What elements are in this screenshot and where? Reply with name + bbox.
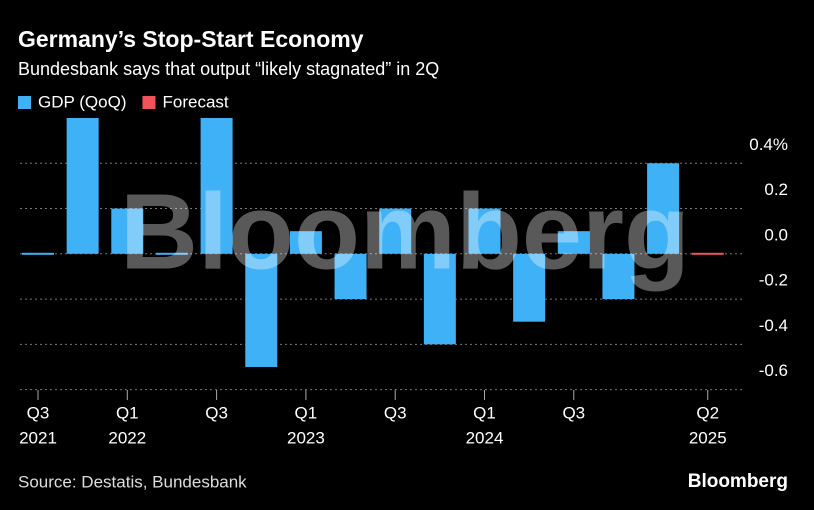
bar — [245, 253, 278, 367]
x-year-label: 2025 — [689, 428, 727, 447]
x-tick-label: Q1 — [473, 403, 496, 422]
bar — [602, 253, 635, 300]
x-tick-label: Q1 — [116, 403, 139, 422]
bar — [334, 253, 367, 300]
bar — [22, 252, 54, 255]
y-tick-label: -0.2 — [759, 271, 788, 290]
legend-label: GDP (QoQ) — [38, 92, 126, 111]
watermark: Bloomberg — [120, 171, 690, 292]
x-tick-label: Q3 — [384, 403, 407, 422]
x-tick-label: Q3 — [27, 403, 50, 422]
y-tick-label: -0.4 — [759, 316, 788, 335]
bar — [289, 231, 322, 254]
bar — [155, 252, 188, 255]
legend-swatch — [18, 96, 31, 109]
bar — [111, 208, 144, 254]
chart-title: Germany’s Stop-Start Economy — [18, 26, 364, 52]
plot-area: 0.4% 0.2 0.0 -0.2 -0.4 -0.6 Q3 2021 Q1 2022 Q3 Q1 20… — [18, 92, 788, 447]
chart-subtitle: Bundesbank says that output “likely stag… — [18, 59, 439, 79]
x-tick-label: Q3 — [205, 403, 228, 422]
x-year-label: 2021 — [19, 428, 57, 447]
brand-logo: Bloomberg — [688, 471, 788, 492]
bar — [557, 231, 590, 254]
x-year-label: 2023 — [287, 428, 325, 447]
source-note: Source: Destatis, Bundesbank — [18, 472, 247, 491]
bar — [379, 208, 412, 254]
x-year-label: 2022 — [108, 428, 146, 447]
x-tick-label: Q2 — [696, 403, 719, 422]
y-tick-label: -0.6 — [759, 361, 788, 380]
x-year-label: 2024 — [466, 428, 504, 447]
bar — [423, 253, 456, 345]
bar — [691, 252, 724, 255]
y-tick-label: 0.4% — [749, 135, 788, 154]
y-tick-label: 0.0 — [764, 225, 788, 244]
legend-label: Forecast — [162, 92, 228, 111]
y-tick-label: 0.2 — [764, 180, 788, 199]
bar — [513, 253, 546, 322]
legend-swatch — [142, 96, 156, 109]
bar — [200, 118, 233, 254]
x-tick-label: Q3 — [562, 403, 585, 422]
bar — [647, 163, 680, 254]
bar — [468, 208, 501, 254]
bar — [66, 118, 99, 254]
x-tick-label: Q1 — [295, 403, 318, 422]
